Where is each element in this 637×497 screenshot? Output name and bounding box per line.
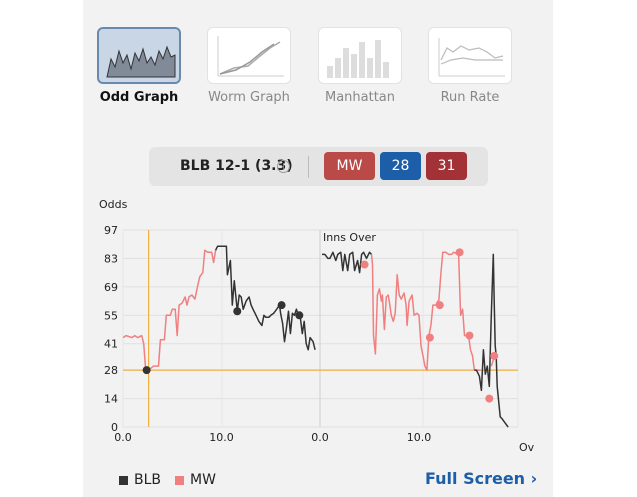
info-icon[interactable]: i [277, 160, 290, 173]
full-screen-link[interactable]: Full Screen › [425, 469, 538, 488]
innings-annotation: Inns Over [323, 231, 376, 244]
y-tick-label: 0 [111, 421, 118, 434]
tab-label-run-rate[interactable]: Run Rate [440, 90, 500, 105]
wicket-marker [485, 394, 494, 403]
y-tick-label: 28 [104, 364, 118, 377]
legend-swatch-blb [119, 476, 128, 485]
tab-label-manhattan[interactable]: Manhattan [324, 90, 396, 105]
x-tick-label: 0.0 [114, 431, 132, 444]
series-line-mw [122, 249, 217, 371]
tab-manhattan[interactable] [318, 27, 402, 84]
odds-badge-back: 28 [380, 152, 421, 180]
x-tick-label: 10.0 [209, 431, 234, 444]
score-text: BLB 12-1 (3.3) [180, 158, 293, 174]
y-tick-label: 69 [104, 281, 118, 294]
run-rate-icon [438, 38, 505, 77]
x-axis-label: Ov [519, 441, 535, 454]
wicket-marker [142, 366, 151, 375]
tab-run-rate[interactable] [428, 27, 512, 84]
tab-worm-graph[interactable] [207, 27, 291, 84]
y-axis-label: Odds [99, 198, 128, 211]
team-badge-mw: MW [324, 152, 375, 180]
legend-label-mw: MW [190, 472, 216, 488]
worm-graph-icon [217, 36, 284, 77]
odds-badge-lay: 31 [426, 152, 467, 180]
tab-label-odd-graph[interactable]: Odd Graph [99, 90, 179, 105]
y-tick-label: 97 [104, 224, 118, 237]
y-tick-label: 55 [104, 309, 118, 322]
wicket-marker [490, 351, 499, 360]
legend-swatch-mw [175, 476, 184, 485]
wicket-marker [435, 301, 444, 310]
wicket-marker [425, 333, 434, 342]
x-tick-label: 0.0 [311, 431, 329, 444]
y-tick-label: 41 [104, 338, 118, 351]
y-tick-label: 14 [104, 393, 118, 406]
series-line-mw [370, 251, 481, 371]
series-line-blb [214, 245, 316, 351]
tab-odd-graph[interactable] [97, 27, 181, 84]
manhattan-icon [327, 40, 389, 78]
divider [308, 156, 309, 178]
tab-label-worm-graph[interactable]: Worm Graph [208, 90, 290, 105]
y-tick-label: 83 [104, 252, 118, 265]
score-bar: BLB 12-1 (3.3) i MW 28 31 [149, 147, 488, 186]
wicket-marker [465, 331, 474, 340]
wicket-marker [360, 260, 369, 269]
wicket-marker [455, 248, 464, 257]
wicket-marker [233, 307, 242, 316]
legend-label-blb: BLB [134, 472, 162, 488]
x-tick-label: 10.0 [407, 431, 432, 444]
wicket-marker [277, 301, 286, 310]
series-line-blb [322, 251, 373, 274]
odd-graph-icon [106, 45, 176, 78]
series-line-blb [474, 253, 509, 428]
wicket-marker [295, 311, 304, 320]
